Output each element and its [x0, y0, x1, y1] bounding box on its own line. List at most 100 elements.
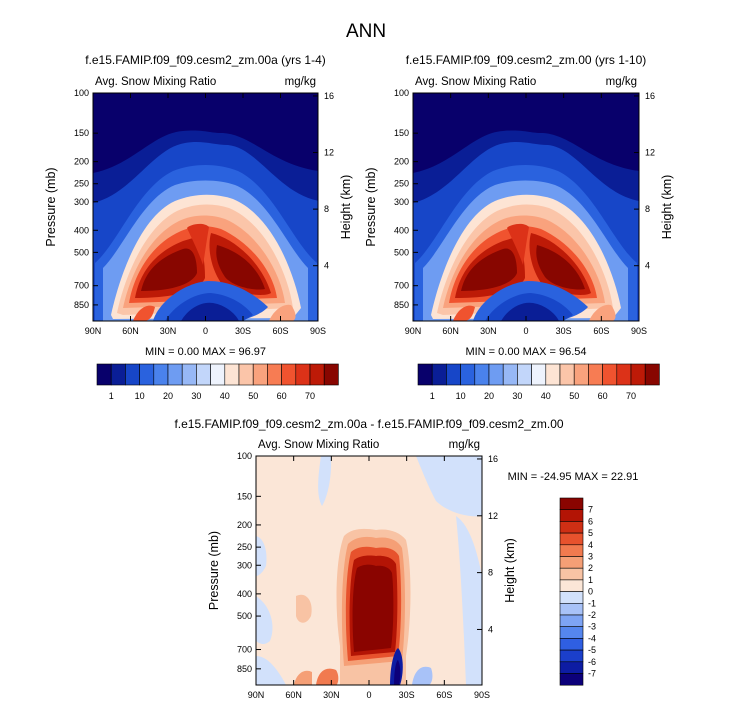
- y-right-tick-label: 8: [324, 204, 329, 214]
- colorbar-label: 1: [588, 575, 593, 585]
- x-tick-label: 60N: [285, 690, 302, 700]
- x-tick-label: 30S: [399, 690, 415, 700]
- x-tick-label: 0: [366, 690, 371, 700]
- panel-title: f.e15.FAMIP.f09_f09.cesm2_zm.00a - f.e15…: [174, 417, 563, 431]
- colorbar-box: [446, 363, 461, 386]
- colorbar-box: [460, 363, 476, 386]
- y-axis-label: Pressure (mb): [364, 167, 378, 246]
- colorbar-box: [210, 363, 226, 386]
- heatmap-field: [256, 456, 482, 685]
- y-tick-label: 500: [74, 247, 89, 257]
- y-right-tick-label: 16: [324, 91, 334, 101]
- x-tick-label: 90N: [248, 690, 265, 700]
- panel-right-label: mg/kg: [606, 76, 637, 88]
- x-tick-label: 90N: [405, 326, 422, 336]
- colorbar-box: [181, 363, 197, 386]
- colorbar-box: [153, 363, 169, 386]
- colorbar-box: [559, 579, 584, 592]
- colorbar-box: [545, 363, 561, 386]
- colorbar-label: 40: [541, 391, 551, 401]
- colorbar-box: [295, 363, 311, 386]
- x-tick-label: 90S: [631, 326, 647, 336]
- colorbar-label: 20: [163, 391, 173, 401]
- colorbar-box: [267, 363, 282, 386]
- colorbar-box: [559, 602, 584, 616]
- colorbar-box: [559, 544, 584, 557]
- main-title: ANN: [346, 21, 386, 42]
- y-right-tick-label: 16: [488, 454, 498, 464]
- colorbar-label: 3: [588, 552, 593, 562]
- y-tick-label: 200: [237, 520, 252, 530]
- colorbar-label: -4: [588, 633, 596, 643]
- colorbar-label: 10: [135, 391, 145, 401]
- y-tick-label: 700: [237, 645, 252, 655]
- colorbar-box: [559, 532, 584, 546]
- colorbar-label: 2: [588, 563, 593, 573]
- colorbar-box: [573, 363, 589, 386]
- y-tick-label: 400: [237, 589, 252, 599]
- panel-0: f.e15.FAMIP.f09_f09.cesm2_zm.00a (yrs 1-…: [44, 53, 353, 401]
- heatmap-contours: [93, 93, 318, 321]
- y-axis-label: Pressure (mb): [44, 167, 58, 246]
- y-axis-label: Pressure (mb): [207, 531, 221, 610]
- y-right-axis-label: Height (km): [339, 175, 353, 240]
- colorbar-label: 4: [588, 540, 593, 550]
- y-tick-label: 300: [74, 197, 89, 207]
- y-tick-label: 400: [394, 225, 409, 235]
- colorbar-box: [167, 363, 183, 386]
- colorbar-box: [559, 567, 584, 581]
- colorbar-box: [559, 673, 584, 686]
- y-tick-label: 500: [394, 247, 409, 257]
- y-tick-label: 250: [74, 179, 89, 189]
- colorbar-label: 50: [569, 391, 579, 401]
- heatmap-field: [413, 93, 639, 321]
- y-tick-label: 300: [237, 560, 252, 570]
- colorbar-box: [252, 363, 268, 386]
- colorbar-box: [559, 509, 584, 522]
- colorbar-box: [630, 363, 646, 386]
- colorbar-label: 10: [456, 391, 466, 401]
- x-tick-label: 30N: [480, 326, 497, 336]
- x-tick-label: 0: [523, 326, 528, 336]
- colorbar-box: [281, 363, 297, 386]
- colorbar-box: [588, 363, 603, 386]
- x-tick-label: 30S: [556, 326, 572, 336]
- y-tick-label: 850: [237, 664, 252, 674]
- colorbar-label: -1: [588, 598, 596, 608]
- y-tick-label: 100: [74, 88, 89, 98]
- y-tick-label: 200: [394, 157, 409, 167]
- panel-left-label: Avg. Snow Mixing Ratio: [258, 439, 379, 451]
- panel-title: f.e15.FAMIP.f09_f09.cesm2_zm.00 (yrs 1-1…: [406, 53, 647, 67]
- colorbar-box: [644, 363, 660, 386]
- y-right-tick-label: 4: [324, 261, 329, 271]
- heatmap-contours: [256, 456, 482, 685]
- y-right-tick-label: 12: [324, 148, 334, 158]
- y-right-tick-label: 8: [488, 568, 493, 578]
- y-tick-label: 250: [394, 179, 409, 189]
- y-right-tick-label: 8: [645, 204, 650, 214]
- colorbar-label: -5: [588, 645, 596, 655]
- panel-right-label: mg/kg: [285, 76, 316, 88]
- y-tick-label: 150: [394, 128, 409, 138]
- colorbar-label: 1: [109, 391, 114, 401]
- colorbar-label: 60: [277, 391, 287, 401]
- colorbar-box: [559, 661, 584, 674]
- x-tick-label: 60S: [272, 326, 288, 336]
- colorbar-label: 70: [626, 391, 636, 401]
- colorbar-box: [559, 363, 575, 386]
- x-tick-label: 30N: [323, 690, 340, 700]
- colorbar-label: 6: [588, 516, 593, 526]
- colorbar-box: [559, 638, 584, 651]
- x-tick-label: 30S: [235, 326, 251, 336]
- colorbar-box: [431, 363, 447, 386]
- colorbar-box: [224, 363, 240, 386]
- y-right-tick-label: 4: [645, 261, 650, 271]
- y-tick-label: 400: [74, 225, 89, 235]
- panel-1: f.e15.FAMIP.f09_f09.cesm2_zm.00 (yrs 1-1…: [364, 53, 674, 401]
- y-tick-label: 150: [237, 491, 252, 501]
- colorbar-box: [531, 363, 547, 386]
- colorbar-box: [559, 497, 584, 510]
- colorbar-box: [110, 363, 126, 386]
- colorbar-label: 20: [484, 391, 494, 401]
- colorbar-box: [559, 649, 584, 663]
